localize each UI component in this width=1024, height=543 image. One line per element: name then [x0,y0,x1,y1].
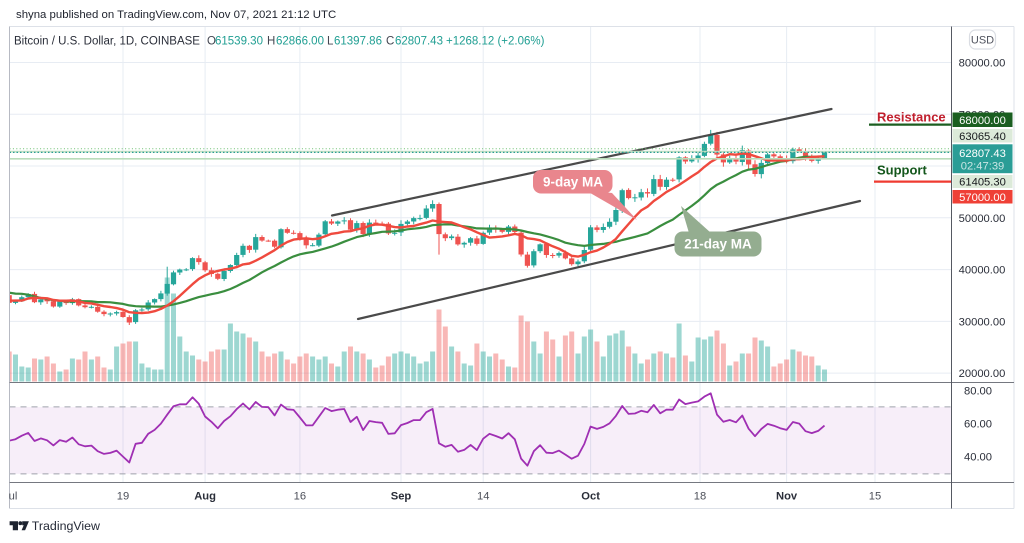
svg-text:USD: USD [971,35,994,47]
svg-text:61539.30: 61539.30 [215,36,263,48]
svg-text:57000.00: 57000.00 [959,192,1006,204]
svg-text:21-day MA: 21-day MA [684,237,752,252]
svg-text:19: 19 [117,491,129,503]
svg-text:68000.00: 68000.00 [959,115,1006,127]
svg-text:15: 15 [869,491,881,503]
svg-text:63065.40: 63065.40 [959,131,1006,143]
svg-text:shyna published on TradingView: shyna published on TradingView.com, Nov … [16,9,336,21]
svg-text:62807.43: 62807.43 [959,148,1006,160]
svg-text:C: C [386,36,394,48]
svg-text:14: 14 [477,491,489,503]
svg-text:Support: Support [877,163,927,178]
svg-text:60.00: 60.00 [964,419,992,431]
svg-text:61397.86: 61397.86 [334,36,382,48]
svg-text:O: O [207,36,216,48]
svg-text:L: L [327,36,334,48]
svg-text:62807.43: 62807.43 [395,36,443,48]
svg-text:30000.00: 30000.00 [959,316,1006,328]
svg-text:+1268.12 (+2.06%): +1268.12 (+2.06%) [446,36,545,48]
svg-text:16: 16 [294,491,306,503]
svg-text:Resistance: Resistance [877,110,946,125]
svg-text:ul: ul [9,491,18,503]
svg-text:80000.00: 80000.00 [959,58,1006,70]
svg-text:02:47:39: 02:47:39 [961,160,1005,172]
svg-text:Aug: Aug [194,491,216,503]
svg-text:Oct: Oct [581,491,600,503]
svg-text:H: H [267,36,275,48]
svg-text:9-day MA: 9-day MA [543,175,603,190]
svg-text:80.00: 80.00 [964,385,992,397]
svg-text:50000.00: 50000.00 [959,213,1006,225]
svg-text:20000.00: 20000.00 [959,368,1006,380]
svg-text:Sep: Sep [391,491,412,503]
svg-text:62866.00: 62866.00 [276,36,324,48]
svg-text:TradingView: TradingView [32,519,100,533]
svg-text:18: 18 [694,491,706,503]
svg-text:40.00: 40.00 [964,452,992,464]
svg-text:Bitcoin / U.S. Dollar, 1D, COI: Bitcoin / U.S. Dollar, 1D, COINBASE [14,36,200,48]
svg-text:Nov: Nov [776,491,798,503]
svg-text:61405.30: 61405.30 [959,177,1006,189]
svg-text:40000.00: 40000.00 [959,265,1006,277]
